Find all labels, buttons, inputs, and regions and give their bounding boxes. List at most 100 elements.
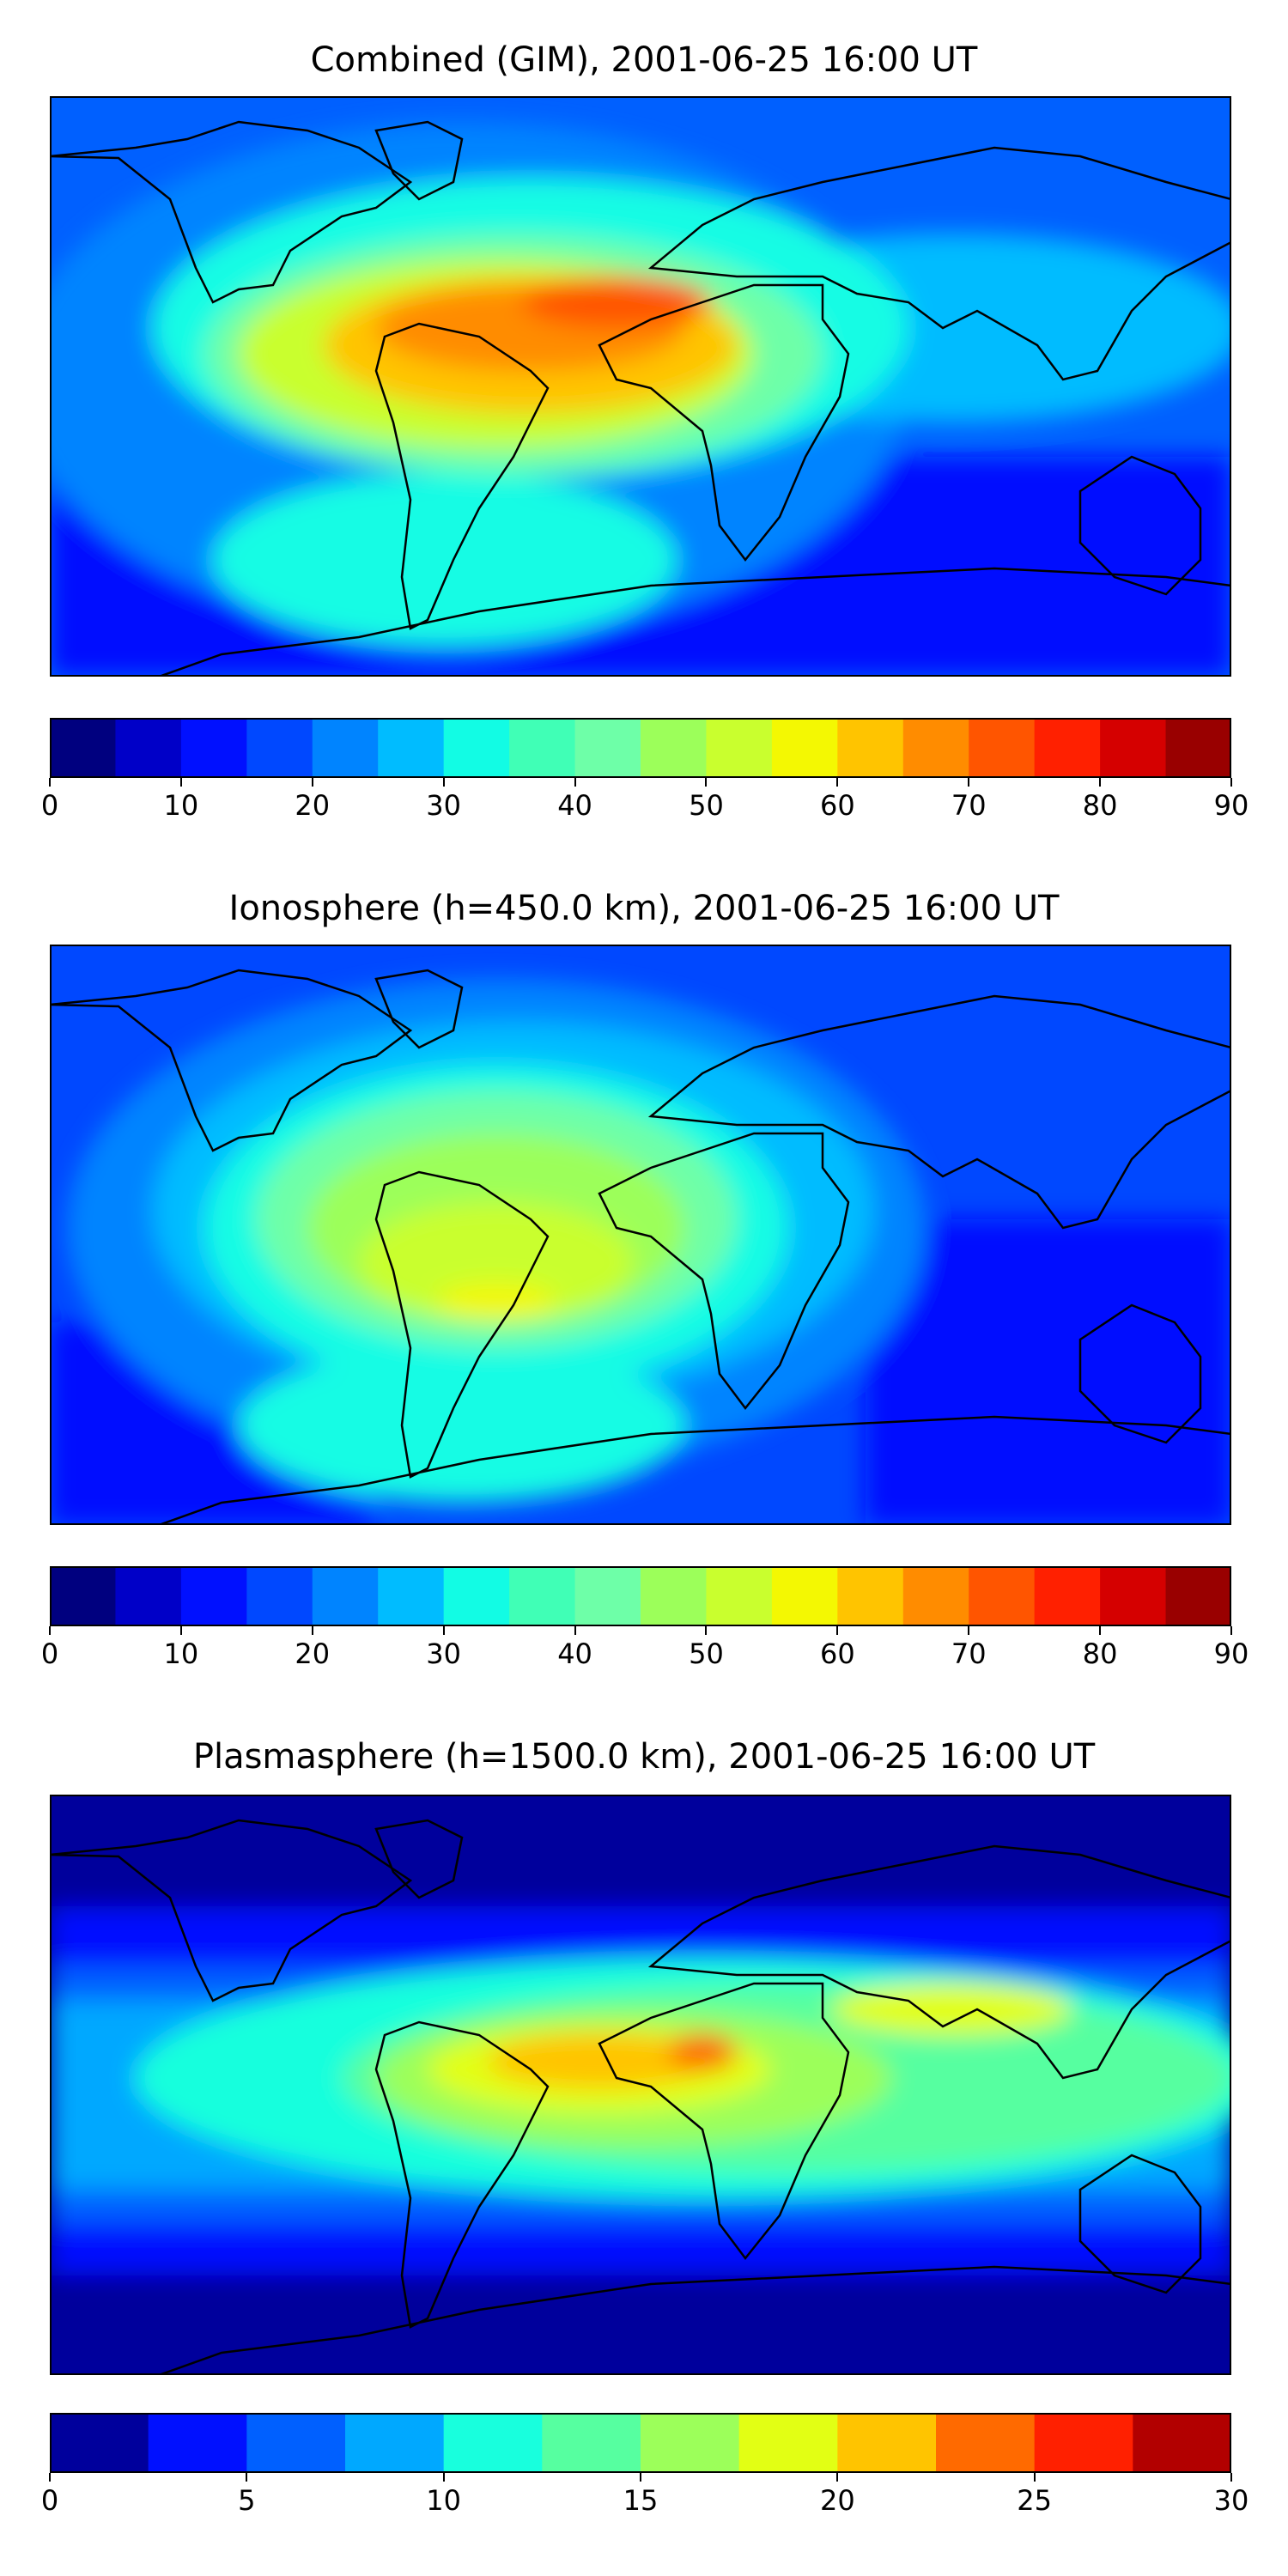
colorbar-swatch [443, 2413, 543, 2473]
colorbar-swatch [1100, 1566, 1167, 1626]
colorbar-tick-label: 80 [1082, 1637, 1118, 1670]
colorbar-swatch [574, 718, 641, 778]
colorbar-ionosphere [50, 1566, 1232, 1626]
colorbar-swatch [771, 1566, 838, 1626]
colorbar-swatch [378, 1566, 445, 1626]
colorbar-tick-mark [311, 1626, 313, 1635]
colorbar-tick-mark [1099, 778, 1102, 787]
colorbar-tick-mark [246, 2473, 248, 2482]
colorbar-tick-mark [1230, 2473, 1232, 2482]
colorbar-tick-label: 30 [1213, 2484, 1249, 2517]
colorbar-tick-mark [1230, 1626, 1232, 1635]
colorbar-swatch [837, 1566, 904, 1626]
map-frame [50, 945, 1231, 1525]
colorbar-tick-mark [442, 778, 445, 787]
colorbar-swatch [641, 718, 708, 778]
colorbar-tick-mark [705, 1626, 708, 1635]
colorbar-tick-mark [968, 778, 970, 787]
colorbar-tick-label: 70 [951, 789, 987, 822]
colorbar-plasmasphere [50, 2413, 1232, 2473]
colorbar-swatch [1034, 1566, 1101, 1626]
colorbar-tick-label: 5 [238, 2484, 256, 2517]
colorbar-swatch [574, 1566, 641, 1626]
colorbar-swatch [706, 1566, 773, 1626]
colorbar-swatch [837, 718, 904, 778]
colorbar-swatch [246, 2413, 346, 2473]
colorbar-swatch [641, 2413, 740, 2473]
colorbar-tick-mark [968, 1626, 970, 1635]
map-title-ionosphere: Ionosphere (h=450.0 km), 2001-06-25 16:0… [228, 889, 1060, 928]
colorbar-tick-mark [179, 778, 182, 787]
map-title-combined: Combined (GIM), 2001-06-25 16:00 UT [310, 40, 978, 80]
colorbar-tick-label: 30 [426, 789, 462, 822]
colorbar-swatch [1034, 718, 1101, 778]
map-frame [50, 96, 1231, 677]
colorbar-tick-label: 90 [1213, 789, 1249, 822]
colorbar-tick-mark [574, 778, 576, 787]
colorbar-tick-label: 60 [819, 1637, 855, 1670]
colorbar-swatches-ionosphere [50, 1566, 1232, 1626]
colorbar-swatch [50, 1566, 117, 1626]
map-title-plasmasphere: Plasmasphere (h=1500.0 km), 2001-06-25 1… [192, 1737, 1096, 1777]
colorbar-tick-mark [311, 778, 313, 787]
colorbar-swatch [115, 718, 182, 778]
colorbar-swatch [180, 718, 247, 778]
colorbar-swatches-plasmasphere [50, 2413, 1232, 2473]
colorbar-tick-label: 0 [40, 1637, 59, 1670]
colorbar-swatch [345, 2413, 445, 2473]
tec-map-combined [50, 96, 1231, 677]
colorbar-swatch [969, 1566, 1036, 1626]
colorbar-tick-mark [705, 778, 708, 787]
colorbar-tick-mark [836, 1626, 839, 1635]
colorbar-tick-label: 0 [40, 789, 59, 822]
colorbar-frame [50, 2413, 1231, 2473]
colorbar-tick-label: 20 [819, 2484, 855, 2517]
tec-map-ionosphere [50, 945, 1231, 1525]
tec-map-plasmasphere [50, 1795, 1231, 2375]
colorbar-swatch [771, 718, 838, 778]
colorbar-swatch [837, 2413, 937, 2473]
colorbar-swatch [936, 2413, 1036, 2473]
colorbar-swatch [1165, 1566, 1232, 1626]
colorbar-swatch [378, 718, 445, 778]
colorbar-tick-label: 20 [295, 1637, 331, 1670]
colorbar-tick-label: 10 [426, 2484, 462, 2517]
colorbar-swatch [1034, 2413, 1133, 2473]
coastlines [50, 1819, 1231, 2375]
colorbar-tick-mark [179, 1626, 182, 1635]
colorbar-tick-label: 10 [163, 1637, 199, 1670]
colorbar-swatch [1133, 2413, 1232, 2473]
colorbar-tick-label: 50 [689, 789, 724, 822]
colorbar-swatch [706, 718, 773, 778]
colorbar-swatch [312, 1566, 379, 1626]
colorbar-tick-label: 40 [557, 789, 592, 822]
colorbar-tick-mark [836, 778, 839, 787]
colorbar-swatch [509, 1566, 576, 1626]
colorbar-swatches-combined [50, 718, 1232, 778]
colorbar-swatch [542, 2413, 641, 2473]
colorbar-tick-label: 70 [951, 1637, 987, 1670]
colorbar-tick-mark [442, 2473, 445, 2482]
colorbar-frame [50, 718, 1231, 778]
colorbar-swatch [443, 1566, 510, 1626]
colorbar-swatch [509, 718, 576, 778]
colorbar-tick-mark [1099, 1626, 1102, 1635]
colorbar-tick-label: 15 [623, 2484, 659, 2517]
map-frame [50, 1795, 1231, 2375]
colorbar-swatch [1165, 718, 1232, 778]
coastlines [50, 120, 1231, 677]
colorbar-tick-label: 60 [819, 789, 855, 822]
colorbar-tick-label: 90 [1213, 1637, 1249, 1670]
colorbar-swatch [50, 718, 117, 778]
colorbar-tick-label: 20 [295, 789, 331, 822]
coastlines [50, 969, 1231, 1525]
colorbar-tick-mark [49, 2473, 51, 2482]
colorbar-frame [50, 1566, 1231, 1626]
colorbar-swatch [246, 1566, 313, 1626]
colorbar-tick-label: 80 [1082, 789, 1118, 822]
colorbar-swatch [115, 1566, 182, 1626]
colorbar-swatch [1100, 718, 1167, 778]
colorbar-tick-mark [574, 1626, 576, 1635]
colorbar-tick-label: 50 [689, 1637, 724, 1670]
colorbar-tick-mark [49, 778, 51, 787]
